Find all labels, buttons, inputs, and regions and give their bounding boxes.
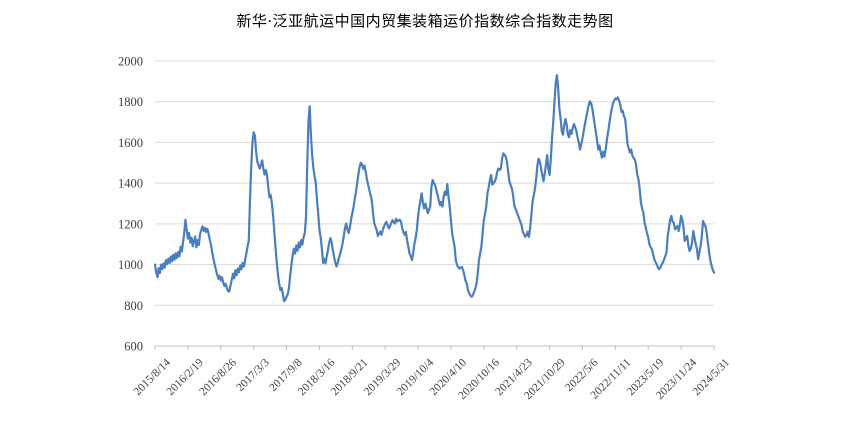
y-tick-label: 1600 (118, 136, 143, 150)
x-tick-label: 2024/5/31 (691, 356, 733, 398)
y-tick-label: 1400 (118, 177, 143, 191)
gridlines (155, 60, 714, 347)
y-tick-label: 1800 (118, 95, 143, 109)
y-tick-label: 1000 (118, 258, 143, 272)
index-series-line (153, 74, 716, 303)
y-tick-label: 2000 (118, 55, 143, 69)
x-tick-label: 2016/8/26 (197, 356, 239, 398)
chart-title: 新华·泛亚航运中国内贸集装箱运价指数综合指数走势图 (236, 12, 614, 30)
y-tick-label: 600 (124, 340, 143, 354)
x-tick-label: 2017/3/3 (234, 356, 272, 394)
x-axis-ticks: 2015/8/142016/2/192016/8/262017/3/32017/… (132, 346, 733, 402)
y-tick-label: 1200 (118, 217, 143, 231)
y-axis-labels: 600 800 1000 1200 1400 1600 1800 2000 (118, 55, 143, 354)
y-tick-label: 800 (124, 299, 143, 313)
